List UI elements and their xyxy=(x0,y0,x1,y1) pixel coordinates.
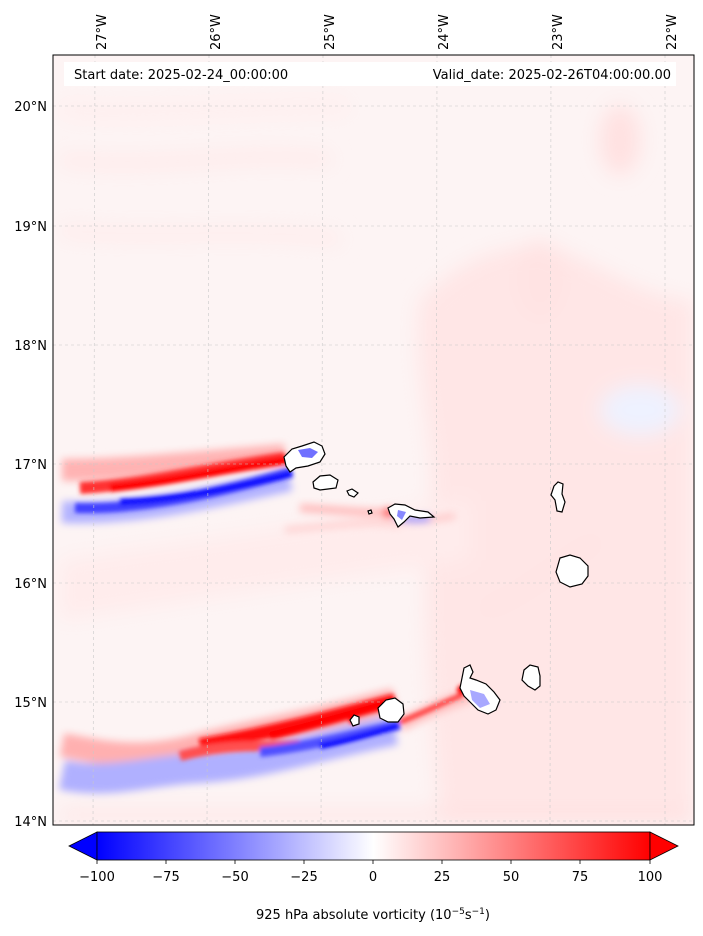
lat-label: 18°N xyxy=(14,339,47,354)
latitude-labels: 20°N 19°N 18°N 17°N 16°N 15°N 14°N xyxy=(14,100,47,830)
island-brava xyxy=(349,714,360,727)
lat-label: 14°N xyxy=(14,815,47,830)
start-date-text: Start date: 2025-02-24_00:00:00 xyxy=(74,68,288,83)
colorbar-tick-label: −50 xyxy=(221,870,248,885)
plot-frame xyxy=(52,54,695,826)
colorbar-tick-label: −75 xyxy=(152,870,179,885)
island-sal xyxy=(550,481,566,513)
colorbar-extend-min xyxy=(68,831,98,861)
colorbar-tick-label: −25 xyxy=(290,870,317,885)
north-vorticity-streak xyxy=(61,444,456,533)
island-sao-vicente xyxy=(312,474,339,491)
plot-area xyxy=(53,55,694,825)
lat-label: 16°N xyxy=(14,577,47,592)
colorbar-tick-label: 100 xyxy=(638,870,663,885)
colorbar-extend-max xyxy=(649,831,679,861)
island-santiago xyxy=(459,664,501,715)
gridlines xyxy=(53,55,694,825)
colorbar-tick-label: 50 xyxy=(503,870,520,885)
lat-label: 17°N xyxy=(14,458,47,473)
lon-label: 26°W xyxy=(209,14,224,50)
island-maio xyxy=(521,664,541,691)
colorbar-tick-label: 25 xyxy=(434,870,451,885)
island-santa-luzia xyxy=(346,488,359,498)
lon-label: 24°W xyxy=(437,14,452,50)
colorbar: −100 −75 −50 −25 0 25 50 75 100 925 hPa … xyxy=(68,831,679,923)
background-vorticity-field xyxy=(59,98,694,825)
lon-label: 25°W xyxy=(323,14,338,50)
longitude-labels: 27°W 26°W 25°W 24°W 23°W 22°W xyxy=(95,14,680,50)
colorbar-tick-label: 75 xyxy=(572,870,589,885)
lon-label: 23°W xyxy=(551,14,566,50)
colorbar-body xyxy=(96,831,651,861)
island-fogo xyxy=(377,697,405,723)
lat-label: 20°N xyxy=(14,100,47,115)
colorbar-tick-label: −100 xyxy=(79,870,115,885)
lon-label: 27°W xyxy=(95,14,110,50)
lat-label: 19°N xyxy=(14,220,47,235)
lon-label: 22°W xyxy=(665,14,680,50)
colorbar-tick-label: 0 xyxy=(369,870,377,885)
colorbar-label: 925 hPa absolute vorticity (10−5s−1) xyxy=(256,907,490,923)
info-box xyxy=(64,62,676,86)
valid-date-text: Valid_date: 2025-02-26T04:00:00.00 xyxy=(433,68,671,83)
coastlines xyxy=(283,441,589,727)
island-boa-vista xyxy=(555,554,589,588)
lat-label: 15°N xyxy=(14,696,47,711)
